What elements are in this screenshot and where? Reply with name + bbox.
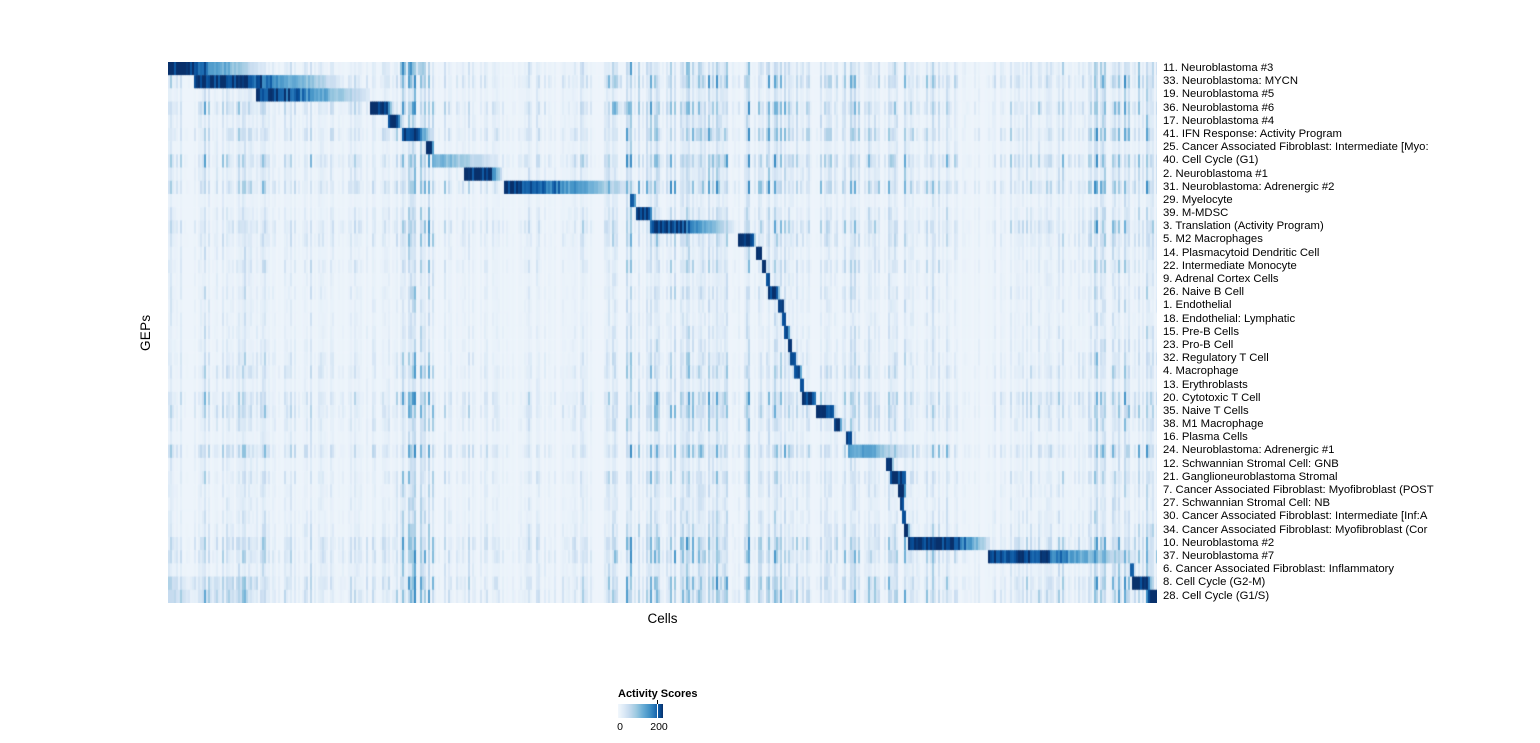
row-label: 21. Ganglioneuroblastoma Stromal xyxy=(1163,470,1338,483)
row-label: 16. Plasma Cells xyxy=(1163,431,1248,444)
row-labels: 11. Neuroblastoma #3 33. Neuroblastoma: M… xyxy=(1163,62,1540,603)
row-label: 11. Neuroblastoma #3 xyxy=(1163,62,1274,74)
row-label: 5. M2 Macrophages xyxy=(1163,233,1263,246)
legend-gradient-bar xyxy=(618,704,663,718)
row-label: 13. Erythroblasts xyxy=(1163,378,1248,391)
row-label: 6. Cancer Associated Fibroblast: Inflamm… xyxy=(1163,563,1395,576)
legend-title: Activity Scores xyxy=(618,688,698,700)
legend-tick-label-max: 200 xyxy=(650,721,668,733)
row-label: 40. Cell Cycle (G1) xyxy=(1163,154,1259,167)
row-label: 8. Cell Cycle (G2-M) xyxy=(1163,576,1266,589)
row-label: 23. Pro-B Cell xyxy=(1163,338,1234,351)
row-label: 10. Neuroblastoma #2 xyxy=(1163,536,1275,549)
heatmap-canvas xyxy=(168,62,1157,603)
row-label: 27. Schwannian Stromal Cell: NB xyxy=(1163,497,1331,510)
legend: Activity Scores 0 200 xyxy=(617,688,758,735)
row-label: 19. Neuroblastoma #5 xyxy=(1163,88,1275,101)
y-axis-label: GEPs xyxy=(138,314,153,352)
row-label: 26. Naive B Cell xyxy=(1163,286,1244,299)
row-label: 17. Neuroblastoma #4 xyxy=(1163,114,1275,127)
row-label: 9. Adrenal Cortex Cells xyxy=(1163,273,1279,285)
row-label: 1. Endothelial xyxy=(1163,299,1232,312)
legend-tick-label-min: 0 xyxy=(617,721,623,733)
row-label: 4. Macrophage xyxy=(1163,365,1239,378)
row-label: 24. Neuroblastoma: Adrenergic #1 xyxy=(1163,444,1335,457)
legend-tick-labels: 0 200 xyxy=(617,721,758,735)
row-label: 37. Neuroblastoma #7 xyxy=(1163,549,1275,562)
row-label: 33. Neuroblastoma: MYCN xyxy=(1163,75,1298,88)
row-label: 3. Translation (Activity Program) xyxy=(1163,220,1324,233)
row-label: 15. Pre-B Cells xyxy=(1163,325,1239,338)
row-label: 38. M1 Macrophage xyxy=(1163,418,1264,431)
row-label: 41. IFN Response: Activity Program xyxy=(1163,127,1342,140)
row-label: 12. Schwannian Stromal Cell: GNB xyxy=(1163,457,1339,470)
legend-bar-wrap xyxy=(618,700,663,718)
row-label: 35. Naive T Cells xyxy=(1163,404,1249,417)
row-label: 14. Plasmacytoid Dendritic Cell xyxy=(1163,246,1320,259)
legend-tick-top xyxy=(656,700,658,704)
row-label: 2. Neuroblastoma #1 xyxy=(1163,167,1268,180)
row-label: 25. Cancer Associated Fibroblast: Interm… xyxy=(1163,141,1429,154)
row-label: 28. Cell Cycle (G1/S) xyxy=(1163,589,1270,602)
row-label: 32. Regulatory T Cell xyxy=(1163,352,1269,365)
row-label: 31. Neuroblastoma: Adrenergic #2 xyxy=(1163,180,1335,193)
row-label: 7. Cancer Associated Fibroblast: Myofibr… xyxy=(1163,484,1434,496)
legend-tick xyxy=(656,704,658,718)
row-label: 34. Cancer Associated Fibroblast: Myofib… xyxy=(1163,523,1428,536)
row-label: 30. Cancer Associated Fibroblast: Interm… xyxy=(1163,510,1428,523)
row-label: 29. Myelocyte xyxy=(1163,193,1233,206)
x-axis-label: Cells xyxy=(647,611,678,626)
row-label: 18. Endothelial: Lymphatic xyxy=(1163,312,1296,325)
row-label: 36. Neuroblastoma #6 xyxy=(1163,101,1275,114)
row-label: 22. Intermediate Monocyte xyxy=(1163,259,1297,272)
row-label: 20. Cytotoxic T Cell xyxy=(1163,391,1261,404)
row-label: 39. M-MDSC xyxy=(1163,207,1229,220)
